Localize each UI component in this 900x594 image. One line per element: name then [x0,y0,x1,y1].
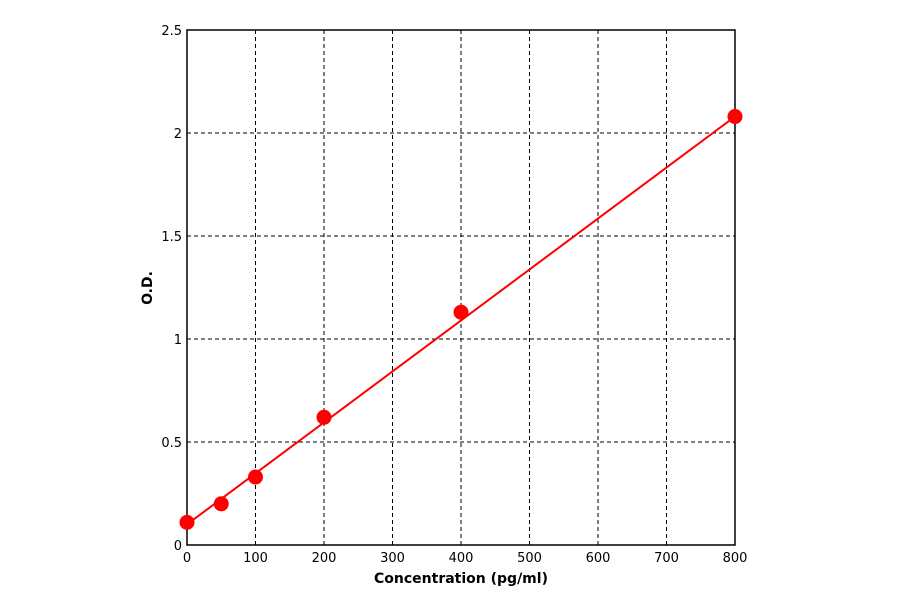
y-tick-label: 0.5 [161,436,182,451]
x-tick-label: 100 [243,551,268,566]
y-tick-label: 1.5 [161,230,182,245]
fit-line [186,115,736,526]
x-tick-label: 0 [183,551,191,566]
x-axis-ticks: 0 100 200 300 400 500 600 700 800 [183,551,748,566]
x-tick-label: 600 [586,551,611,566]
x-tick-label: 800 [723,551,748,566]
data-point [248,469,263,485]
x-tick-label: 700 [654,551,679,566]
y-axis-ticks: 0 0.5 1 1.5 2 2.5 [161,24,182,554]
data-point [213,496,229,512]
data-point [316,409,332,425]
y-tick-label: 2.5 [161,24,182,39]
x-tick-label: 400 [449,551,474,566]
fit-line-group [186,115,736,526]
x-axis-title: Concentration (pg/ml) [374,571,548,587]
x-tick-label: 200 [312,551,337,566]
data-point [453,304,469,320]
x-tick-label: 300 [380,551,405,566]
grid [187,30,735,545]
data-point [179,514,195,530]
y-axis-title: O.D. [140,271,156,305]
data-points [179,109,743,530]
y-tick-label: 1 [174,333,182,348]
y-tick-label: 2 [174,127,182,142]
y-tick-label: 0 [174,539,182,554]
x-tick-label: 500 [517,551,542,566]
data-point [727,109,743,125]
plot-frame [186,29,736,546]
